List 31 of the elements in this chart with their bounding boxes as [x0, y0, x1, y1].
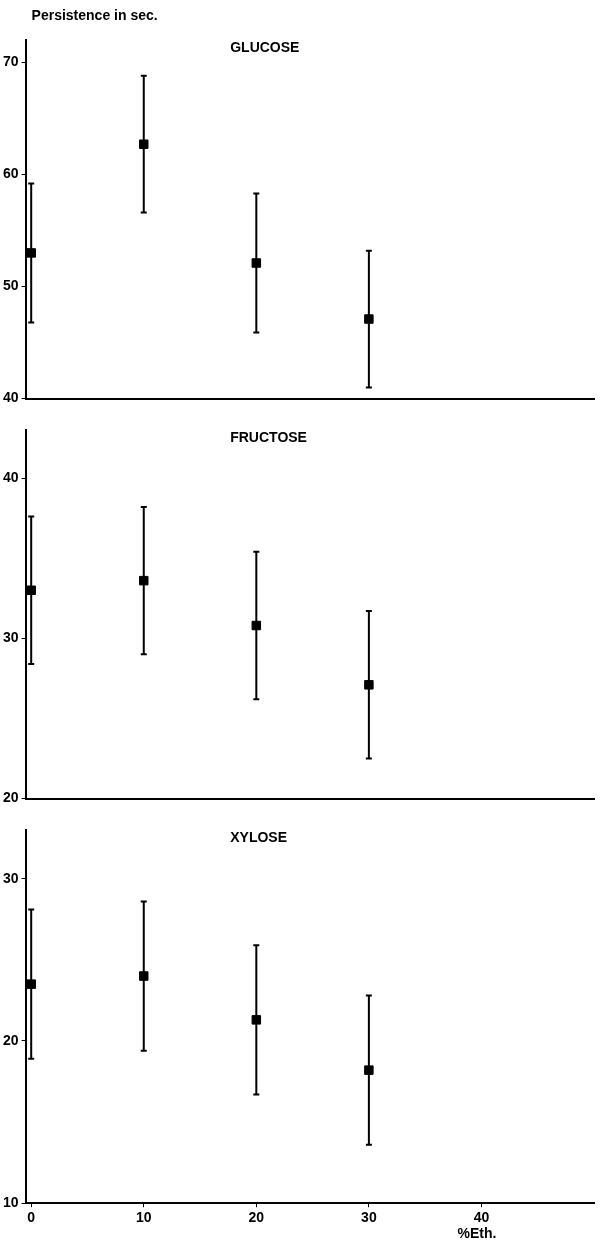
y-tick-label: 70	[2, 53, 19, 70]
x-tick-label: 20	[248, 1209, 265, 1226]
point	[139, 575, 149, 586]
point	[364, 680, 374, 690]
point	[139, 139, 149, 149]
x-tick-label: 0	[27, 1209, 36, 1226]
point	[26, 979, 36, 989]
x-tick-label: 10	[135, 1209, 152, 1226]
y-tick-label: 20	[2, 789, 19, 806]
point	[364, 314, 374, 324]
y-tick-label: 30	[2, 629, 19, 646]
y-tick-label: 40	[2, 468, 19, 485]
y-tick-label: 60	[2, 165, 19, 182]
chart-title: FRUCTOSE	[230, 429, 307, 445]
x-tick-label: 40	[473, 1209, 490, 1226]
y-tick-label: 40	[2, 389, 19, 406]
y-tick-label: 10	[2, 1194, 19, 1211]
chart-title: XYLOSE	[230, 829, 287, 845]
point	[26, 585, 36, 595]
point	[251, 1015, 262, 1025]
point	[139, 971, 149, 981]
y-tick-label: 30	[2, 869, 19, 886]
x-axis-title: %Eth.	[457, 1225, 497, 1241]
y-tick-label: 50	[2, 277, 19, 294]
point	[251, 258, 262, 268]
point	[26, 248, 36, 258]
x-tick-label: 30	[361, 1209, 377, 1226]
chart-title: GLUCOSE	[230, 39, 300, 55]
y-axis-title: Persistence in sec.	[31, 7, 158, 23]
y-tick-label: 20	[2, 1031, 19, 1048]
point	[364, 1065, 374, 1075]
